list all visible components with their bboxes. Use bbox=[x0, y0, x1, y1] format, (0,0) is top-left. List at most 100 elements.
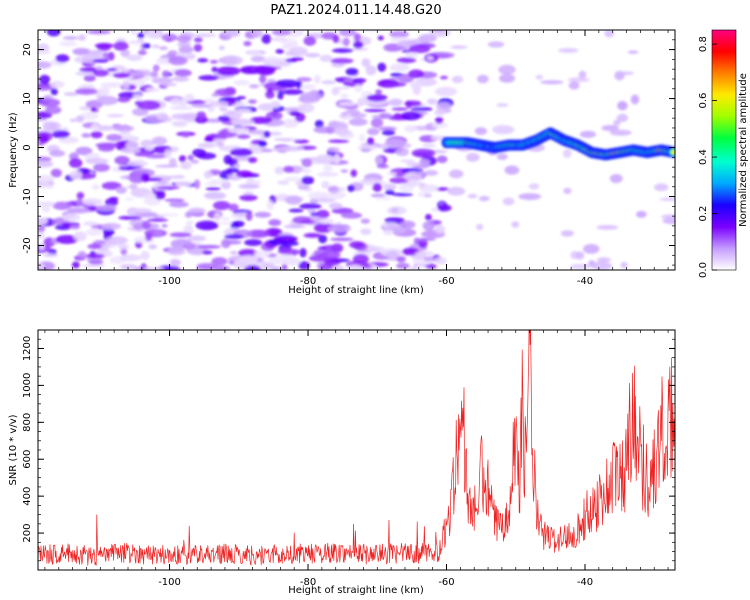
spectrogram-cell bbox=[249, 116, 273, 124]
spectrogram-cell bbox=[271, 36, 288, 42]
spectrogram-cell bbox=[244, 239, 263, 247]
spectrogram-cell bbox=[614, 70, 625, 81]
y-tick-label: 1200 bbox=[22, 336, 33, 361]
spectrogram-cell bbox=[285, 195, 302, 205]
spectrogram-cell bbox=[183, 225, 194, 235]
spectrogram-cell bbox=[560, 230, 574, 237]
spectrogram-cell bbox=[187, 235, 207, 242]
spectrogram-cell bbox=[263, 130, 271, 138]
spectrogram-cell bbox=[379, 145, 389, 149]
spectrogram-cell bbox=[288, 208, 304, 213]
spectrogram-cell bbox=[211, 257, 228, 266]
spectrogram-cell bbox=[348, 118, 368, 126]
y-tick-label: 0 bbox=[22, 144, 33, 150]
spectrogram-cell bbox=[194, 32, 217, 38]
spectrogram-cell bbox=[122, 80, 130, 90]
spectrogram-cell bbox=[540, 80, 564, 85]
spectrogram-cell bbox=[299, 220, 316, 224]
spectrogram-cell bbox=[254, 211, 272, 218]
spectrogram-cell bbox=[277, 248, 301, 255]
spectrogram-cell bbox=[214, 88, 236, 97]
spectrogram-cell bbox=[75, 70, 95, 77]
spectrogram-cell bbox=[426, 55, 434, 61]
spectrogram-cell bbox=[120, 254, 142, 262]
spectrogram-cell bbox=[239, 194, 258, 201]
spectrogram-cell bbox=[325, 127, 335, 134]
spectrogram-cell bbox=[58, 136, 79, 144]
spectrogram-cell bbox=[361, 58, 371, 68]
x-tick-label: -80 bbox=[300, 276, 316, 287]
spectrogram-cell bbox=[388, 98, 403, 107]
spectrogram-cell bbox=[145, 144, 154, 151]
spectrogram-cell bbox=[141, 220, 151, 230]
spectrogram-cell bbox=[164, 198, 185, 203]
spectrogram-cell bbox=[75, 115, 84, 123]
spectrogram-cell bbox=[331, 48, 354, 53]
spectrogram-cell bbox=[575, 251, 585, 260]
spectrogram-cell bbox=[128, 183, 138, 190]
spectrogram-cell bbox=[174, 175, 185, 179]
spectrogram-cell bbox=[221, 30, 241, 38]
spectrogram-cell bbox=[197, 58, 209, 63]
y-tick-label: 200 bbox=[22, 524, 33, 543]
spectrogram-cell bbox=[327, 147, 340, 153]
spectrogram-cell bbox=[236, 170, 253, 178]
spectrogram-cell bbox=[164, 148, 172, 159]
spectrogram-cell bbox=[130, 30, 138, 36]
spectrogram-cell bbox=[148, 244, 157, 250]
spectrogram-cell bbox=[203, 191, 227, 200]
spectrogram-cell bbox=[134, 151, 151, 157]
spectrogram-cell bbox=[387, 46, 408, 51]
spectrogram-cell bbox=[221, 238, 231, 249]
spectrogram-cell bbox=[137, 49, 147, 56]
spectrogram-cell bbox=[476, 223, 484, 231]
spectrogram-cell bbox=[354, 84, 363, 93]
colorbar-ticks: 0.0 0.2 0.4 0.6 0.8 bbox=[698, 36, 717, 278]
spectrogram-cell bbox=[318, 218, 334, 225]
spectrogram-cell bbox=[352, 253, 369, 264]
spectrogram-cell bbox=[381, 129, 396, 136]
spectrogram-cell bbox=[87, 30, 111, 35]
spectrogram-cell bbox=[385, 189, 395, 196]
spectrogram-cell bbox=[117, 244, 130, 250]
spectrogram-cell bbox=[145, 232, 153, 242]
spectrogram-cell bbox=[296, 77, 312, 82]
spectrogram-cell bbox=[365, 65, 377, 76]
spectrogram-cell bbox=[277, 180, 290, 185]
spectrogram-frame bbox=[37, 29, 676, 271]
spectrogram-cell bbox=[396, 262, 410, 269]
spectrogram-cell bbox=[298, 261, 311, 270]
spectrogram-cell bbox=[395, 147, 409, 157]
spectrogram-cell bbox=[125, 140, 140, 151]
spectrogram-cell bbox=[93, 163, 110, 172]
spectrogram-cell bbox=[178, 155, 187, 163]
spectrogram-cell bbox=[196, 152, 217, 160]
spectrogram-cell bbox=[157, 213, 180, 217]
spectrogram-cell bbox=[220, 55, 243, 66]
spectrogram-cell bbox=[340, 93, 349, 99]
spectrogram-cell bbox=[247, 156, 258, 163]
spectrogram-cell bbox=[90, 123, 99, 131]
spectrogram-cell bbox=[92, 184, 100, 190]
snr-x-axis: -100 -80 -60 -40 bbox=[44, 330, 669, 588]
spectrogram-cell bbox=[233, 79, 250, 86]
y-tick-label: 600 bbox=[22, 450, 33, 469]
spectrogram-cell bbox=[92, 58, 109, 63]
spectrogram-cell bbox=[409, 266, 419, 270]
spectrogram-cell bbox=[219, 107, 228, 112]
spectrogram-cell bbox=[243, 40, 252, 47]
spectrogram-cell bbox=[38, 49, 51, 55]
spectrogram-cell bbox=[338, 30, 357, 37]
spectrogram-cell bbox=[375, 196, 392, 201]
spectrogram-cell bbox=[204, 136, 215, 143]
spectrogram-cell bbox=[83, 201, 97, 206]
spectrogram-cell bbox=[328, 139, 350, 144]
spectrogram-cell bbox=[233, 220, 245, 228]
spectrogram-cell bbox=[434, 109, 446, 116]
spectrogram-cell bbox=[250, 30, 263, 38]
spectrogram-cell bbox=[188, 207, 206, 215]
spectrogram-cell bbox=[234, 108, 252, 114]
spectrogram-cell bbox=[319, 54, 333, 63]
spectrogram-cell bbox=[39, 134, 49, 144]
spectrogram-cell bbox=[77, 250, 87, 259]
